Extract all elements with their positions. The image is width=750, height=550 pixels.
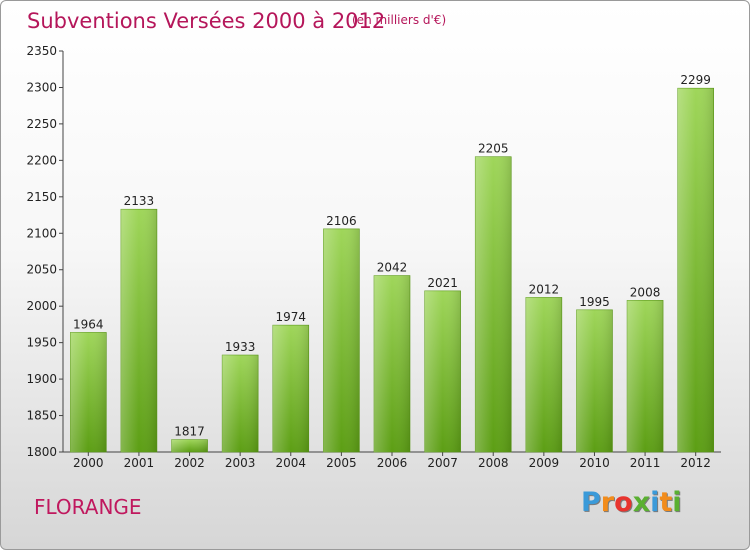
x-tick-label: 2008 — [478, 456, 509, 470]
y-tick-label: 2250 — [26, 117, 57, 131]
data-label: 1933 — [225, 340, 256, 354]
bar-shade — [424, 290, 461, 452]
y-tick-label: 1850 — [26, 409, 57, 423]
x-tick-label: 2009 — [529, 456, 560, 470]
y-tick-label: 2150 — [26, 190, 57, 204]
logo-letter: t — [659, 487, 673, 518]
data-label: 2021 — [427, 276, 458, 290]
bar-shade — [272, 325, 309, 452]
y-tick-label: 2050 — [26, 263, 57, 277]
y-tick-label: 2300 — [26, 80, 57, 94]
y-tick-label: 1950 — [26, 336, 57, 350]
bar-shade — [475, 156, 512, 452]
data-label: 2008 — [630, 285, 661, 299]
data-label: 1964 — [73, 317, 104, 331]
data-label: 2012 — [529, 282, 560, 296]
data-label: 2042 — [377, 261, 408, 275]
chart-title: Subventions Versées 2000 à 2012 — [27, 9, 386, 33]
x-tick-label: 2003 — [225, 456, 256, 470]
logo-letter: x — [632, 487, 651, 518]
x-tick-label: 2000 — [73, 456, 104, 470]
data-label: 2299 — [680, 73, 711, 87]
bar-shade — [576, 309, 613, 452]
bar-shade — [120, 209, 157, 452]
data-label: 2133 — [124, 194, 155, 208]
x-tick-label: 2006 — [377, 456, 408, 470]
data-label: 1995 — [579, 295, 610, 309]
bar-shade — [525, 297, 562, 452]
y-tick-label: 2200 — [26, 153, 57, 167]
y-tick-label: 2000 — [26, 299, 57, 313]
y-tick-label: 2350 — [26, 44, 57, 58]
proxiti-logo: Proxiti — [581, 487, 682, 518]
bar-shade — [222, 355, 259, 452]
x-tick-label: 2001 — [124, 456, 155, 470]
bar-shade — [374, 275, 410, 452]
logo-letter: i — [650, 487, 660, 518]
data-label: 1974 — [275, 310, 306, 324]
bar-shade — [627, 300, 664, 452]
logo-letter: r — [600, 487, 615, 518]
x-tick-label: 2002 — [174, 456, 205, 470]
logo-letter: P — [581, 487, 601, 518]
city-name: FLORANGE — [34, 495, 142, 519]
y-tick-label: 1800 — [26, 445, 57, 459]
x-tick-label: 2010 — [579, 456, 610, 470]
y-tick-label: 1900 — [26, 372, 57, 386]
logo-letter: i — [672, 487, 682, 518]
bar-shade — [323, 228, 360, 452]
bar-shade — [171, 439, 208, 452]
bar-shade — [677, 88, 714, 452]
x-tick-label: 2005 — [326, 456, 357, 470]
data-label: 2205 — [478, 142, 509, 156]
chart-subtitle: (en milliers d'€) — [352, 13, 447, 27]
x-tick-label: 2011 — [630, 456, 661, 470]
logo-letter: o — [614, 487, 633, 518]
bar-shade — [70, 332, 107, 452]
x-tick-label: 2012 — [680, 456, 711, 470]
x-tick-label: 2004 — [275, 456, 306, 470]
data-label: 1817 — [174, 425, 205, 439]
y-tick-label: 2100 — [26, 226, 57, 240]
x-tick-label: 2007 — [427, 456, 458, 470]
data-label: 2106 — [326, 214, 357, 228]
